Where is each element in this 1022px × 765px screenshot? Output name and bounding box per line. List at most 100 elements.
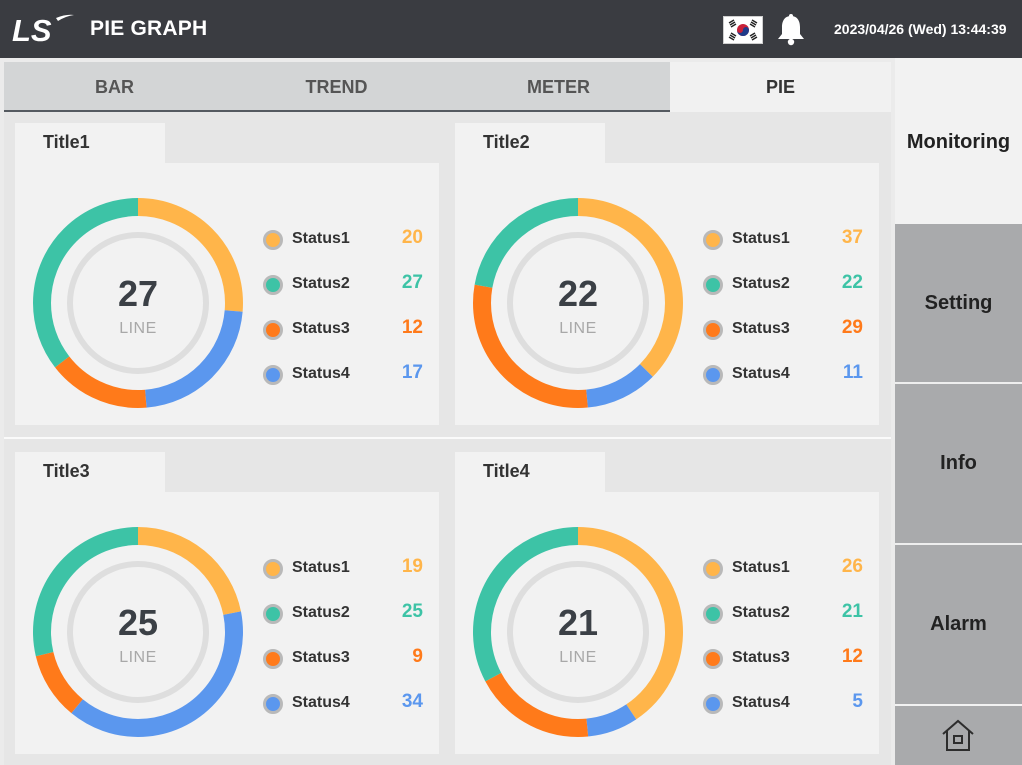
legend-value: 34 — [401, 691, 423, 712]
legend-dot-icon — [703, 559, 723, 579]
tab-meter[interactable]: METER — [527, 77, 590, 97]
panel-title: Title3 — [15, 452, 165, 494]
pie-panel-1: Title1 27 LINE Status1 20 Status2 27 Status3 12 S… — [15, 123, 439, 425]
pie-slice-status3 — [473, 198, 683, 408]
legend-label: Status2 — [292, 275, 350, 292]
donut-inner-ring — [67, 232, 209, 374]
legend-label: Status3 — [292, 649, 350, 666]
legend-dot-icon — [703, 694, 723, 714]
panel-body: 25 LINE Status1 19 Status2 25 Status3 9 Status4 3… — [15, 492, 439, 754]
donut-chart — [473, 527, 683, 737]
legend-item: Status1 26 — [701, 556, 871, 580]
legend-value: 21 — [841, 601, 863, 622]
legend-item: Status1 37 — [701, 227, 871, 251]
legend-item: Status3 12 — [261, 317, 431, 341]
legend-label: Status4 — [732, 694, 790, 711]
datetime: 2023/04/26 (Wed) 13:44:39 — [834, 21, 1007, 37]
center-value: 27 — [117, 273, 159, 314]
legend-value: 19 — [401, 556, 423, 577]
legend-label: Status1 — [732, 230, 790, 247]
ls-logo: LS — [12, 13, 74, 48]
sidebar-divider — [895, 543, 1022, 545]
sidebar-item-info[interactable]: Info — [895, 384, 1022, 543]
pie-panel-2: Title2 22 LINE Status1 37 Status2 22 Status3 29 S… — [455, 123, 879, 425]
donut-chart — [33, 198, 243, 408]
sidebar-item-monitoring[interactable]: Monitoring — [906, 131, 1011, 153]
legend-item: Status3 9 — [261, 646, 431, 670]
legend-value: 17 — [401, 362, 423, 383]
pie-panel-3: Title3 25 LINE Status1 19 Status2 25 Status3 9 St… — [15, 452, 439, 754]
bell-icon[interactable] — [774, 13, 808, 47]
pie-slice-status2 — [33, 198, 243, 408]
logo-text: LS — [12, 13, 52, 48]
legend-item: Status1 19 — [261, 556, 431, 580]
tab-bar-chart[interactable]: BAR — [95, 77, 134, 97]
donut-chart — [473, 198, 683, 408]
legend-dot-icon — [263, 275, 283, 295]
legend-dot-icon — [703, 604, 723, 624]
donut-inner-ring — [507, 561, 649, 703]
donut-inner-ring — [67, 561, 209, 703]
legend-dot-icon — [263, 604, 283, 624]
sidebar: Monitoring Setting Info Alarm — [895, 58, 1022, 765]
sidebar-item-alarm[interactable]: Alarm — [895, 545, 1022, 704]
panel-title: Title4 — [455, 452, 605, 494]
legend-dot-icon — [703, 230, 723, 250]
legend-dot-icon — [263, 694, 283, 714]
sidebar-divider — [895, 382, 1022, 384]
legend-item: Status3 12 — [701, 646, 871, 670]
legend-value: 25 — [401, 601, 423, 622]
legend-item: Status4 5 — [701, 691, 871, 715]
legend-item: Status2 27 — [261, 272, 431, 296]
center-label: LINE — [559, 320, 597, 337]
legend-value: 29 — [841, 317, 863, 338]
korean-flag-icon[interactable] — [723, 16, 763, 44]
legend-item: Status3 29 — [701, 317, 871, 341]
home-button[interactable] — [895, 706, 1022, 765]
row-divider — [4, 437, 891, 439]
pie-slice-status2 — [473, 198, 683, 408]
legend-label: Status2 — [292, 604, 350, 621]
legend-item: Status4 17 — [261, 362, 431, 386]
pie-slice-status2 — [473, 527, 683, 737]
legend-label: Status2 — [732, 604, 790, 621]
legend-value: 5 — [852, 691, 863, 712]
legend-value: 11 — [842, 362, 863, 383]
legend-label: Status4 — [292, 694, 350, 711]
legend-value: 12 — [841, 646, 863, 667]
legend-value: 37 — [841, 227, 863, 248]
legend-dot-icon — [703, 320, 723, 340]
pie-slice-status4 — [33, 527, 243, 737]
legend-value: 20 — [401, 227, 423, 248]
panel-title: Title1 — [15, 123, 165, 165]
pie-panel-4: Title4 21 LINE Status1 26 Status2 21 Status3 12 S… — [455, 452, 879, 754]
center-value: 22 — [557, 273, 599, 314]
sidebar-item-setting[interactable]: Setting — [895, 224, 1022, 382]
legend-value: 12 — [401, 317, 423, 338]
legend-label: Status3 — [732, 320, 790, 337]
legend-dot-icon — [703, 649, 723, 669]
legend-item: Status2 22 — [701, 272, 871, 296]
center-value: 25 — [117, 602, 159, 643]
tab-trend[interactable]: TREND — [305, 77, 368, 97]
home-icon — [942, 719, 974, 751]
legend-label: Status1 — [732, 559, 790, 576]
legend-label: Status3 — [292, 320, 350, 337]
tab-bar: BAR TREND METER PIE — [4, 62, 891, 112]
legend-dot-icon — [263, 230, 283, 250]
legend-item: Status1 20 — [261, 227, 431, 251]
tab-underline — [4, 110, 670, 112]
legend-dot-icon — [703, 365, 723, 385]
legend-dot-icon — [263, 559, 283, 579]
panel-body: 27 LINE Status1 20 Status2 27 Status3 12 Status4… — [15, 163, 439, 425]
legend-dot-icon — [263, 365, 283, 385]
legend-item: Status4 34 — [261, 691, 431, 715]
legend-dot-icon — [263, 320, 283, 340]
tab-pie[interactable]: PIE — [670, 62, 891, 112]
pie-slice-status2 — [33, 527, 243, 737]
legend-label: Status1 — [292, 230, 350, 247]
top-bar: LS PIE GRAPH 2023/04/26 (Wed) 13:44:39 — [0, 0, 1022, 58]
legend-value: 9 — [412, 646, 423, 667]
center-label: LINE — [559, 649, 597, 666]
center-label: LINE — [119, 649, 157, 666]
